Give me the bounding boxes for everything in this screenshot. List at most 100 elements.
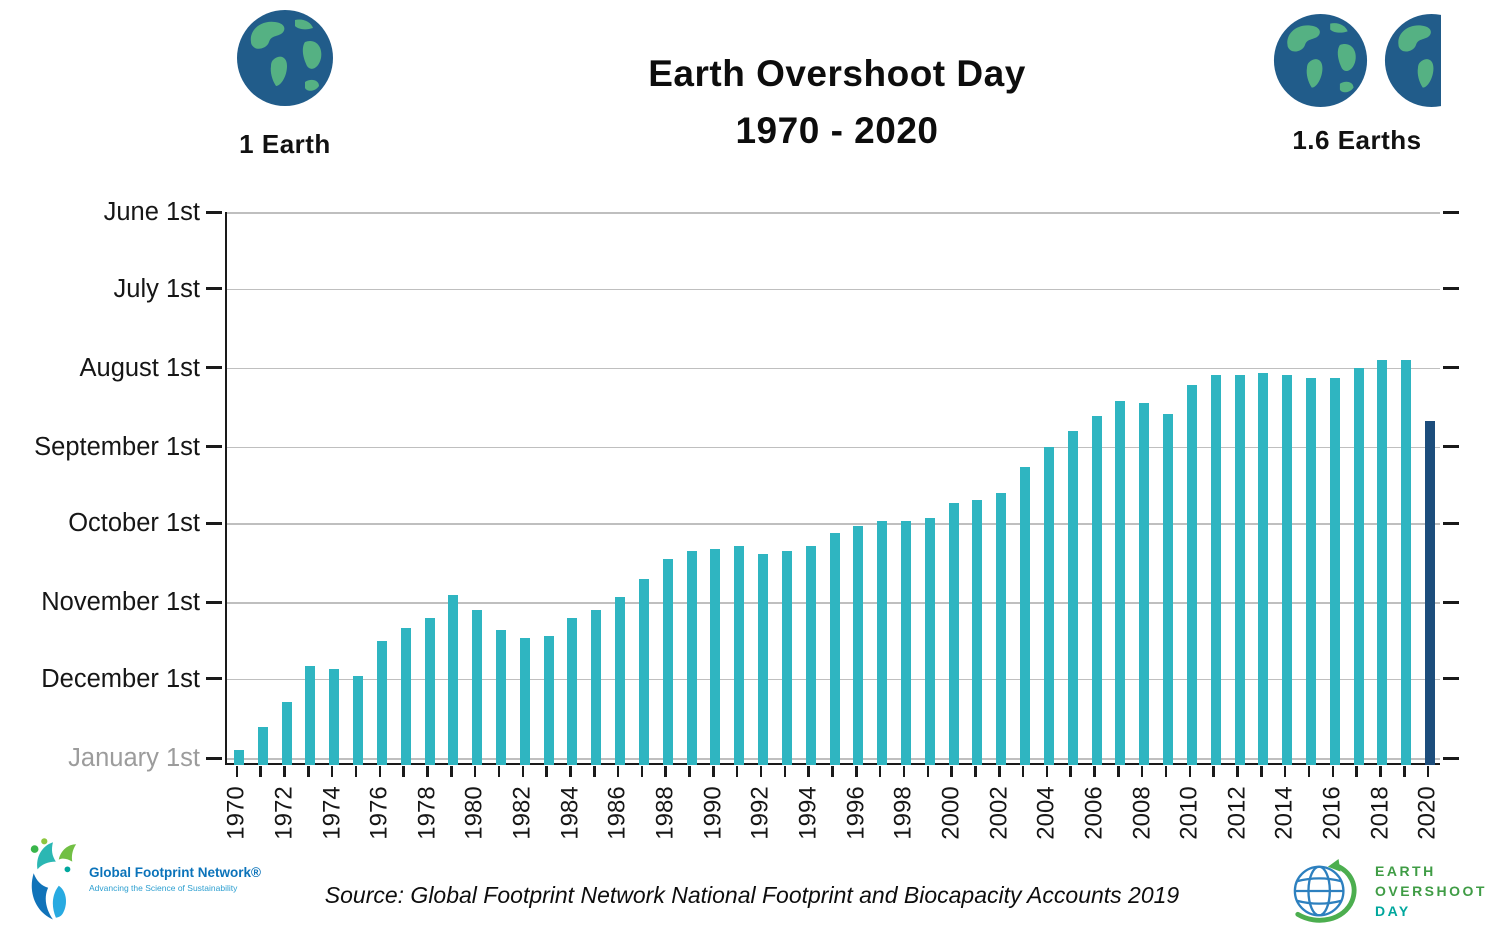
y-tick-right [1443, 677, 1459, 681]
bar-1992 [758, 553, 769, 765]
x-tick [855, 766, 858, 777]
eod-logo-line1: EARTH [1375, 863, 1436, 879]
bar-1983 [543, 635, 554, 765]
x-tick [354, 766, 358, 777]
x-axis-label-text: 1972 [270, 786, 298, 840]
x-axis-label-text: 2010 [1175, 786, 1203, 840]
y-tick-right [1443, 521, 1459, 525]
bar-1971 [257, 727, 268, 765]
x-tick [998, 766, 1001, 777]
bar-2012 [1234, 375, 1245, 765]
eod-globe-arrow-icon [1293, 858, 1357, 923]
y-tick-right [1443, 210, 1459, 214]
x-tick [1403, 766, 1406, 777]
x-axis-label-text: 2000 [937, 786, 965, 840]
bar-2003 [1020, 467, 1031, 765]
x-tick [473, 766, 477, 777]
plot-area [225, 212, 1440, 765]
x-tick [1140, 766, 1144, 777]
y-axis-label: June 1st [103, 198, 200, 226]
x-tick [521, 766, 525, 777]
gridline-june-1st [227, 212, 1440, 214]
y-tick-right [1443, 287, 1459, 291]
bar-1988 [662, 558, 673, 765]
x-axis-label-text: 1974 [318, 786, 346, 840]
x-tick [1188, 766, 1192, 777]
x-tick [330, 766, 334, 777]
bar-2005 [1067, 431, 1078, 765]
bar-2019 [1401, 359, 1412, 765]
x-tick [902, 766, 906, 777]
bar-1996 [853, 525, 864, 765]
gridline-august-1st [227, 367, 1440, 370]
x-tick [640, 766, 644, 777]
y-axis-label: January 1st [68, 744, 200, 772]
x-tick [735, 766, 739, 777]
x-tick [616, 766, 620, 777]
y-axis-label: July 1st [113, 274, 200, 303]
y-tick-right [1443, 600, 1459, 604]
gfn-footprint-icon [30, 838, 77, 920]
x-tick [807, 766, 810, 777]
bar-2001 [972, 500, 983, 765]
x-tick [878, 766, 882, 777]
x-axis: 1970 1972 1974 1976 1978 1980 1982 1984 1986 1988… [223, 766, 1442, 866]
x-tick [831, 766, 834, 777]
gridline-july-1st [227, 288, 1440, 291]
x-tick [497, 766, 501, 777]
x-axis-label-text: 1992 [747, 786, 775, 840]
bar-1987 [638, 579, 649, 765]
x-axis-label-text: 1990 [699, 786, 727, 840]
one-earth-figure: 1 Earth [230, 8, 340, 160]
x-axis-label-text: 2004 [1032, 786, 1060, 840]
x-axis-label-text: 2008 [1128, 786, 1156, 840]
bar-2000 [948, 502, 959, 765]
bar-1975 [353, 676, 364, 765]
bar-2006 [1091, 416, 1102, 765]
y-tick-left [206, 287, 222, 291]
x-tick [1117, 766, 1120, 777]
x-tick [1212, 766, 1215, 777]
eod-logo-line3: DAY [1375, 903, 1411, 919]
partial-earth-icon [1383, 12, 1441, 109]
x-axis-label-text: 2020 [1414, 786, 1442, 840]
bar-2008 [1139, 403, 1150, 765]
gridline-september-1st [227, 446, 1440, 449]
bar-2018 [1377, 359, 1388, 765]
x-tick [450, 766, 453, 777]
x-tick [1355, 766, 1358, 777]
bar-1979 [448, 594, 459, 765]
x-axis-label-text: 2018 [1366, 786, 1394, 840]
bar-2007 [1115, 400, 1126, 765]
gridline-october-1st [227, 523, 1440, 525]
chart-title: Earth Overshoot Day 1970 - 2020 [648, 45, 1026, 160]
bar-1991 [734, 546, 745, 765]
bar-1989 [686, 551, 697, 765]
bar-1999 [924, 518, 935, 765]
x-tick [1045, 766, 1049, 777]
y-axis-label: November 1st [41, 588, 200, 617]
x-tick [1164, 766, 1168, 777]
gfn-logo-name: Global Footprint Network® [89, 865, 261, 880]
x-axis-label-text: 2016 [1318, 786, 1346, 840]
x-axis-label-text: 1994 [794, 786, 822, 840]
gfn-logo-tagline: Advancing the Science of Sustainability [89, 883, 238, 893]
x-tick [974, 766, 977, 777]
x-tick [1331, 766, 1335, 777]
x-axis-label-text: 2014 [1271, 786, 1299, 840]
x-tick [950, 766, 953, 777]
bar-2009 [1163, 413, 1174, 765]
y-tick-left [206, 445, 222, 449]
bar-1972 [281, 701, 292, 765]
x-axis-label-text: 2006 [1080, 786, 1108, 840]
x-tick [259, 766, 262, 777]
x-tick [1283, 766, 1287, 777]
x-axis-label-text: 1978 [413, 786, 441, 840]
y-axis-label: September 1st [34, 432, 200, 461]
x-axis-label-text: 1986 [604, 786, 632, 840]
bar-2020 [1425, 421, 1436, 765]
x-axis-label-text: 2012 [1223, 786, 1251, 840]
bar-1970 [233, 750, 244, 765]
y-axis-label: October 1st [68, 509, 200, 538]
eod-logo: EARTH OVERSHOOT DAY [1283, 858, 1487, 924]
